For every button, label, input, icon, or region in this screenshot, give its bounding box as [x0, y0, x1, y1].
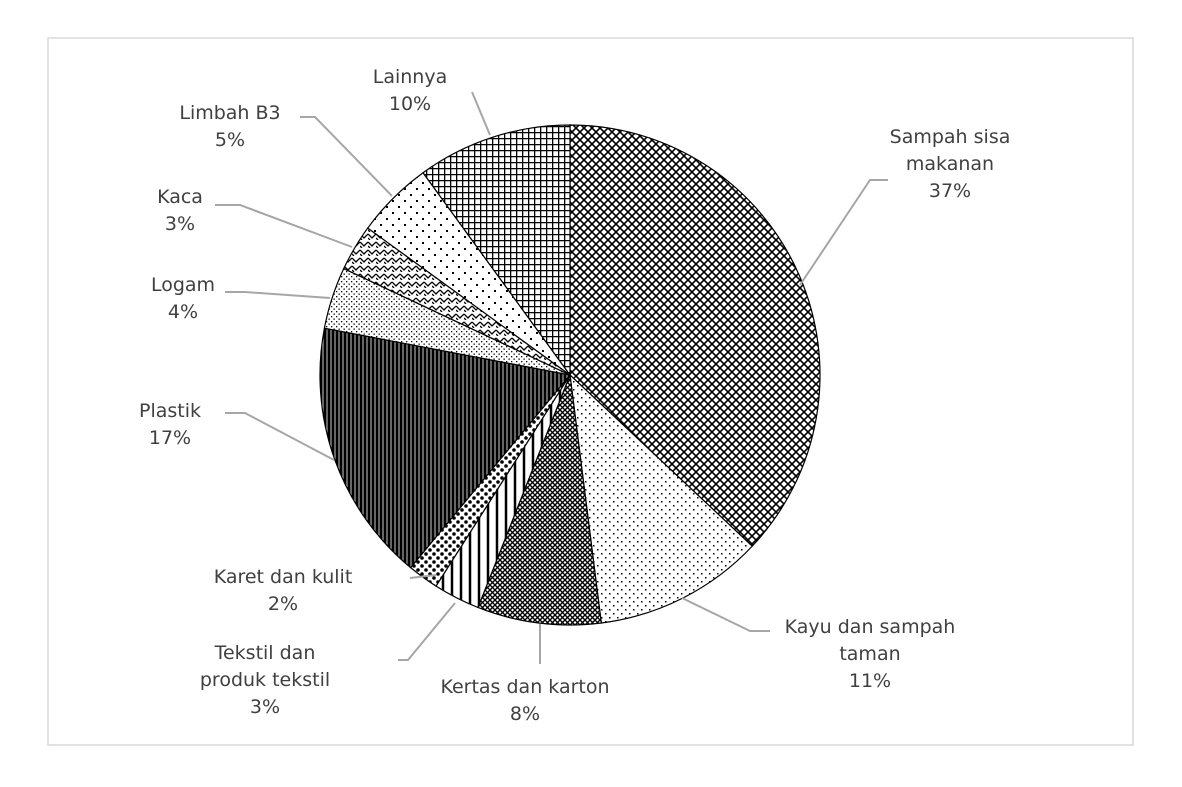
category-label: Tekstil dan produk tekstil: [199, 642, 331, 691]
category-label: Sampah sisa makanan: [889, 126, 1011, 175]
category-label: Karet dan kulit: [213, 566, 353, 588]
data-label: Kaca 3%: [130, 184, 230, 238]
category-label: Kertas dan karton: [440, 676, 610, 698]
data-label: Plastik 17%: [120, 398, 220, 452]
pie-slice: [422, 124, 571, 377]
value-label: 17%: [148, 427, 192, 449]
value-label: 3%: [249, 696, 281, 718]
category-label: Kaca: [157, 186, 203, 208]
leader-line: [681, 597, 770, 632]
data-label: Limbah B3 5%: [160, 100, 300, 154]
value-label: 3%: [164, 213, 196, 235]
pie-slice: [569, 124, 821, 547]
category-label: Limbah B3: [179, 102, 281, 124]
category-label: Plastik: [138, 400, 201, 422]
pie-slice: [319, 327, 572, 569]
category-label: Lainnya: [372, 66, 448, 88]
value-label: 11%: [848, 670, 892, 692]
value-label: 2%: [267, 593, 299, 615]
leader-line: [225, 291, 331, 299]
data-label: Lainnya 10%: [350, 64, 470, 118]
value-label: 4%: [167, 301, 199, 323]
leader-line: [409, 574, 437, 579]
data-label: Tekstil dan produk tekstil 3%: [185, 640, 345, 721]
data-label: Kertas dan karton 8%: [410, 674, 640, 728]
data-label: Kayu dan sampah taman 11%: [765, 614, 975, 695]
pie-slice: [477, 374, 603, 626]
leader-line: [300, 116, 393, 197]
leader-line: [471, 91, 491, 136]
value-label: 5%: [214, 129, 246, 151]
data-label: Logam 4%: [133, 272, 233, 326]
category-label: Kayu dan sampah taman: [784, 616, 956, 665]
data-label: Karet dan kulit 2%: [173, 564, 393, 618]
leader-line: [215, 204, 353, 248]
value-label: 37%: [928, 180, 972, 202]
leader-line: [398, 602, 456, 661]
value-label: 10%: [388, 93, 432, 115]
data-label: Sampah sisa makanan 37%: [875, 124, 1025, 205]
value-label: 8%: [509, 703, 541, 725]
leader-line: [799, 179, 888, 286]
category-label: Logam: [150, 274, 216, 296]
leader-line: [225, 412, 335, 461]
